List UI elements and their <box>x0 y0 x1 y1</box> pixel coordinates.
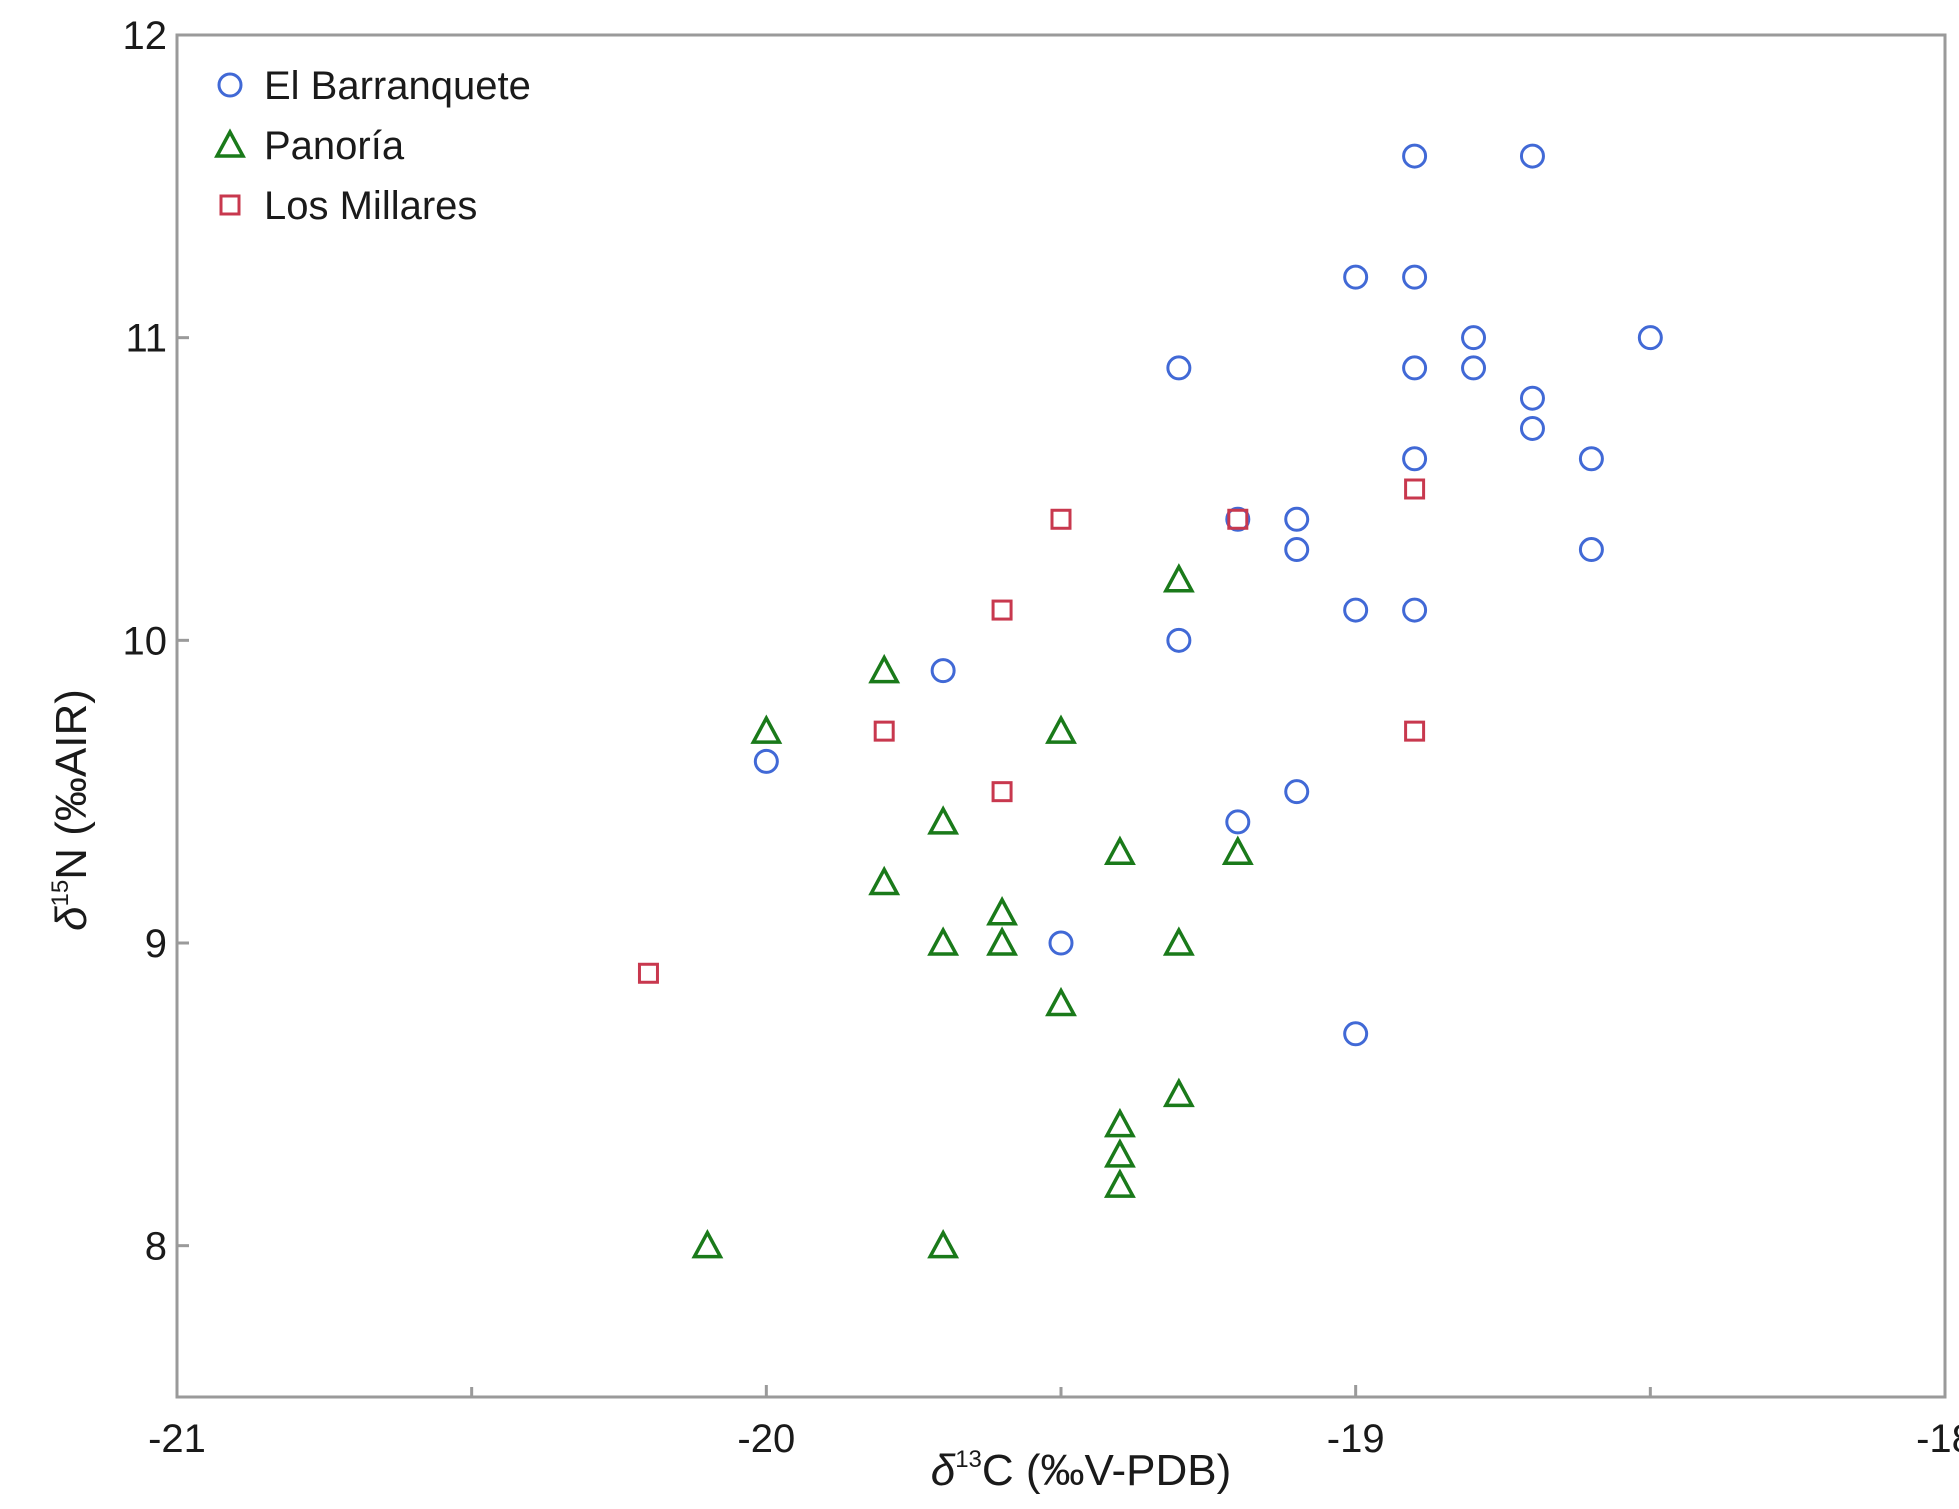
data-point-panoria <box>1045 986 1077 1017</box>
data-point-el-barranquete <box>1578 446 1604 472</box>
legend-marker-los-millares <box>219 194 241 216</box>
series-el-barranquete <box>753 143 1663 1047</box>
data-point-los-millares <box>1050 508 1072 530</box>
data-point-el-barranquete <box>1343 264 1369 290</box>
data-point-el-barranquete <box>1284 779 1310 805</box>
x-axis-title: δ13C (‰V-PDB) <box>931 1446 1232 1495</box>
legend-item-panoria: Panoría <box>214 124 405 168</box>
data-point-los-millares <box>1404 720 1426 742</box>
data-point-el-barranquete <box>1284 537 1310 563</box>
data-point-el-barranquete <box>1166 627 1192 653</box>
data-point-el-barranquete <box>1519 143 1545 169</box>
x-tick-label: -19 <box>1327 1417 1385 1461</box>
data-point-el-barranquete <box>1402 355 1428 381</box>
data-point-los-millares <box>873 720 895 742</box>
data-point-el-barranquete <box>1519 415 1545 441</box>
y-tick-label: 8 <box>145 1225 167 1269</box>
x-axis-title-rest: C (‰V-PDB) <box>982 1446 1231 1495</box>
data-point-el-barranquete <box>1461 325 1487 351</box>
y-tick-label: 12 <box>123 14 168 58</box>
data-point-panoria <box>868 653 901 684</box>
data-point-el-barranquete <box>1578 537 1604 563</box>
data-point-el-barranquete <box>1637 325 1663 351</box>
y-tick-label: 11 <box>125 317 167 361</box>
legend-marker-el-barranquete <box>217 72 243 98</box>
x-tick-label: -18 <box>1916 1417 1959 1461</box>
legend: El Barranquete Panoría Los Millares <box>214 64 531 228</box>
data-point-el-barranquete <box>1402 264 1428 290</box>
data-point-panoria <box>750 714 783 744</box>
x-tick-label: -20 <box>737 1417 795 1461</box>
data-point-el-barranquete <box>1402 446 1428 472</box>
data-point-panoria <box>986 926 1019 956</box>
data-point-panoria <box>927 926 960 956</box>
data-point-panoria <box>1162 926 1195 956</box>
data-point-el-barranquete <box>1284 506 1310 532</box>
data-point-el-barranquete <box>1519 385 1545 411</box>
data-point-los-millares <box>991 781 1013 803</box>
data-point-panoria <box>1045 714 1077 744</box>
data-point-panoria <box>1103 1168 1136 1198</box>
data-point-los-millares <box>637 962 659 984</box>
data-point-panoria <box>927 1228 960 1259</box>
legend-label-el-barranquete: El Barranquete <box>264 64 531 108</box>
y-axis-title-mass: 15 <box>47 880 74 907</box>
data-point-el-barranquete <box>753 748 779 774</box>
legend-label-los-millares: Los Millares <box>264 184 477 228</box>
data-point-el-barranquete <box>1343 1021 1369 1047</box>
y-tick-label: 10 <box>123 619 168 663</box>
y-axis-title-delta: δ <box>47 906 96 931</box>
data-point-panoria <box>1103 835 1136 865</box>
data-point-los-millares <box>1227 508 1249 530</box>
data-point-el-barranquete <box>1225 809 1251 835</box>
legend-marker-panoria <box>214 128 246 158</box>
data-point-panoria <box>927 805 960 835</box>
data-point-el-barranquete <box>1343 597 1369 623</box>
y-tick-label: 9 <box>145 922 167 966</box>
data-point-el-barranquete <box>1048 930 1074 956</box>
data-point-el-barranquete <box>1461 355 1487 381</box>
data-point-el-barranquete <box>1402 143 1428 169</box>
x-axis-title-mass: 13 <box>955 1446 982 1473</box>
data-point-panoria <box>1103 1138 1136 1168</box>
x-tick-label: -21 <box>148 1417 206 1461</box>
data-point-los-millares <box>991 599 1013 621</box>
legend-item-los-millares: Los Millares <box>219 184 477 228</box>
data-point-el-barranquete <box>1402 597 1428 623</box>
data-point-panoria <box>1162 563 1195 593</box>
data-point-panoria <box>1162 1077 1195 1108</box>
data-point-panoria <box>986 896 1019 926</box>
y-axis-title: δ15N (‰AIR) <box>47 689 96 931</box>
data-point-panoria <box>1103 1107 1136 1138</box>
data-point-el-barranquete <box>1166 355 1192 381</box>
legend-label-panoria: Panoría <box>264 124 405 168</box>
data-point-el-barranquete <box>1225 506 1251 532</box>
data-point-los-millares <box>1404 478 1426 500</box>
y-axis-title-rest: N (‰AIR) <box>47 689 96 880</box>
data-point-panoria <box>868 865 901 896</box>
data-point-el-barranquete <box>930 658 956 684</box>
series-los-millares <box>637 478 1426 984</box>
legend-item-el-barranquete: El Barranquete <box>217 64 531 108</box>
data-point-panoria <box>1221 835 1254 865</box>
data-point-panoria <box>691 1228 724 1259</box>
x-axis-title-delta: δ <box>931 1446 956 1495</box>
series-panoria <box>691 563 1254 1259</box>
